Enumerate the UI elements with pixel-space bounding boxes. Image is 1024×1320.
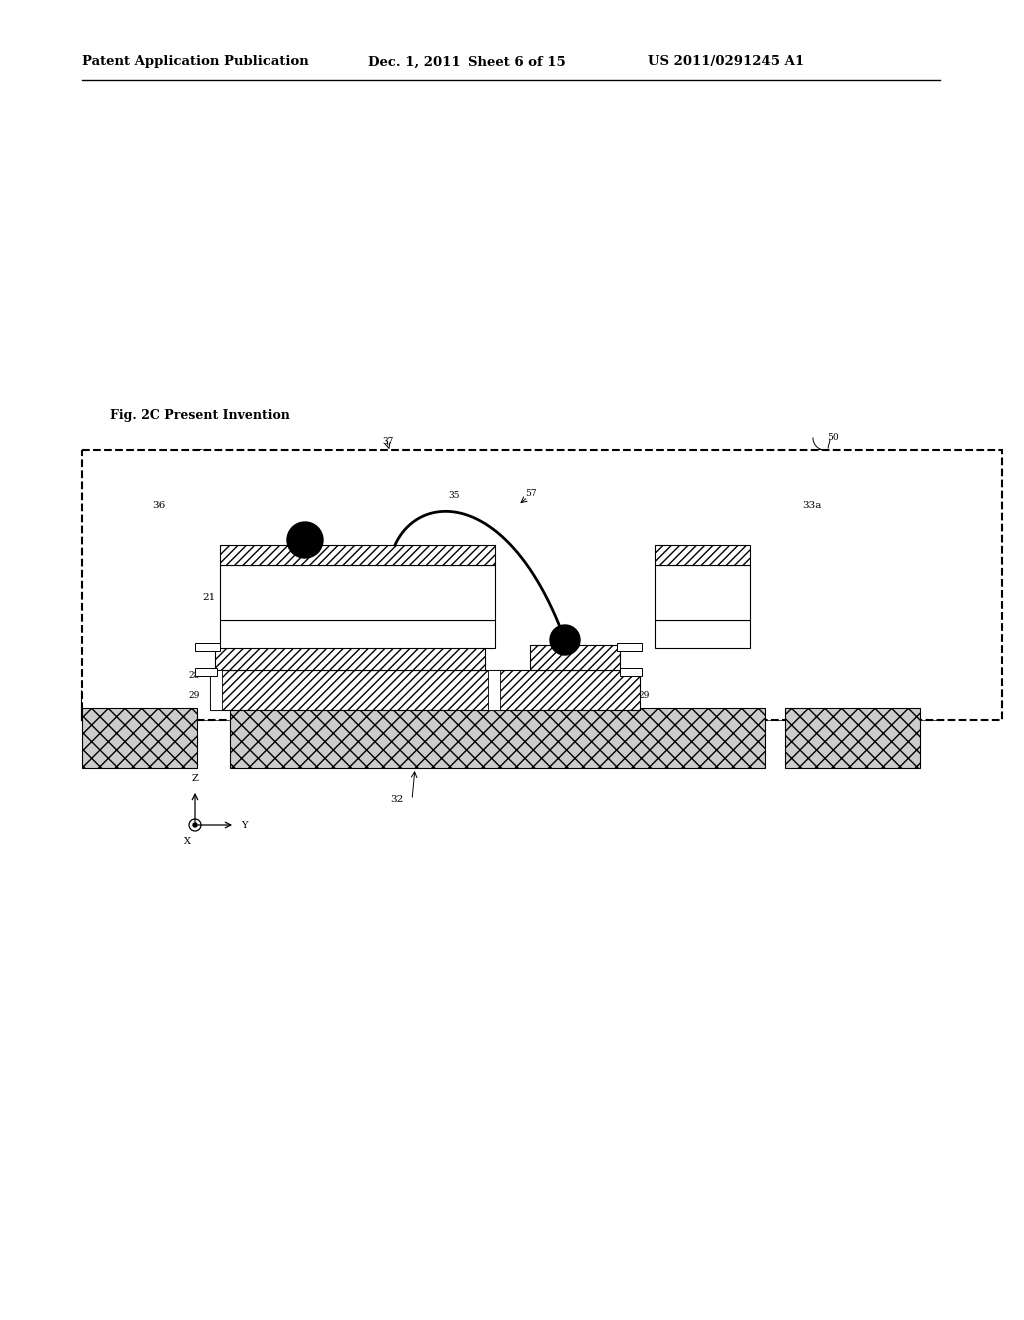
Bar [210,671,640,710]
Text: 50: 50 [827,433,839,441]
Text: 55: 55 [390,685,401,694]
Bar [215,645,485,671]
Text: Dec. 1, 2011: Dec. 1, 2011 [368,55,461,69]
Polygon shape [700,450,940,719]
Text: X: X [183,837,190,846]
Bar [82,708,197,768]
Text: 37: 37 [382,437,393,446]
Bar [195,643,220,651]
Bar [655,565,750,620]
Text: 21a: 21a [243,583,260,593]
Polygon shape [82,450,315,719]
Text: 32a: 32a [98,734,115,742]
Text: 28: 28 [188,672,200,681]
Text: Fig. 2C Present Invention: Fig. 2C Present Invention [110,408,290,421]
Bar [488,671,500,710]
Bar [210,671,222,710]
Text: Z: Z [191,774,199,783]
Bar [220,620,495,648]
Text: 32: 32 [390,796,403,804]
Bar [530,645,620,671]
Text: 21b: 21b [663,626,679,634]
Bar [82,450,1002,719]
Circle shape [550,624,580,655]
Bar [655,620,750,648]
Text: 21: 21 [202,594,215,602]
Circle shape [193,822,197,828]
Text: Sheet 6 of 15: Sheet 6 of 15 [468,55,565,69]
Circle shape [287,521,323,558]
Text: 29: 29 [188,690,200,700]
Bar [195,668,217,676]
Text: 22: 22 [663,546,674,554]
Bar [655,545,750,565]
Text: 32c: 32c [798,734,814,742]
Text: 56: 56 [556,649,567,659]
Text: 21b: 21b [243,626,260,635]
Bar [230,708,765,768]
Text: 25: 25 [330,651,341,660]
Text: 29: 29 [638,690,649,700]
Bar [620,668,642,676]
Text: 21a: 21a [663,583,679,591]
Text: 57: 57 [525,490,537,499]
Bar [617,643,642,651]
Text: 33a: 33a [802,500,821,510]
Bar [220,565,495,620]
Bar [785,708,920,768]
Text: Patent Application Publication: Patent Application Publication [82,55,309,69]
Bar [220,545,495,565]
Text: 35: 35 [449,491,460,499]
Text: 22: 22 [238,545,249,554]
Text: US 2011/0291245 A1: US 2011/0291245 A1 [648,55,804,69]
Text: Y: Y [241,821,248,829]
Text: 36: 36 [152,500,165,510]
Text: 32b: 32b [435,734,452,742]
